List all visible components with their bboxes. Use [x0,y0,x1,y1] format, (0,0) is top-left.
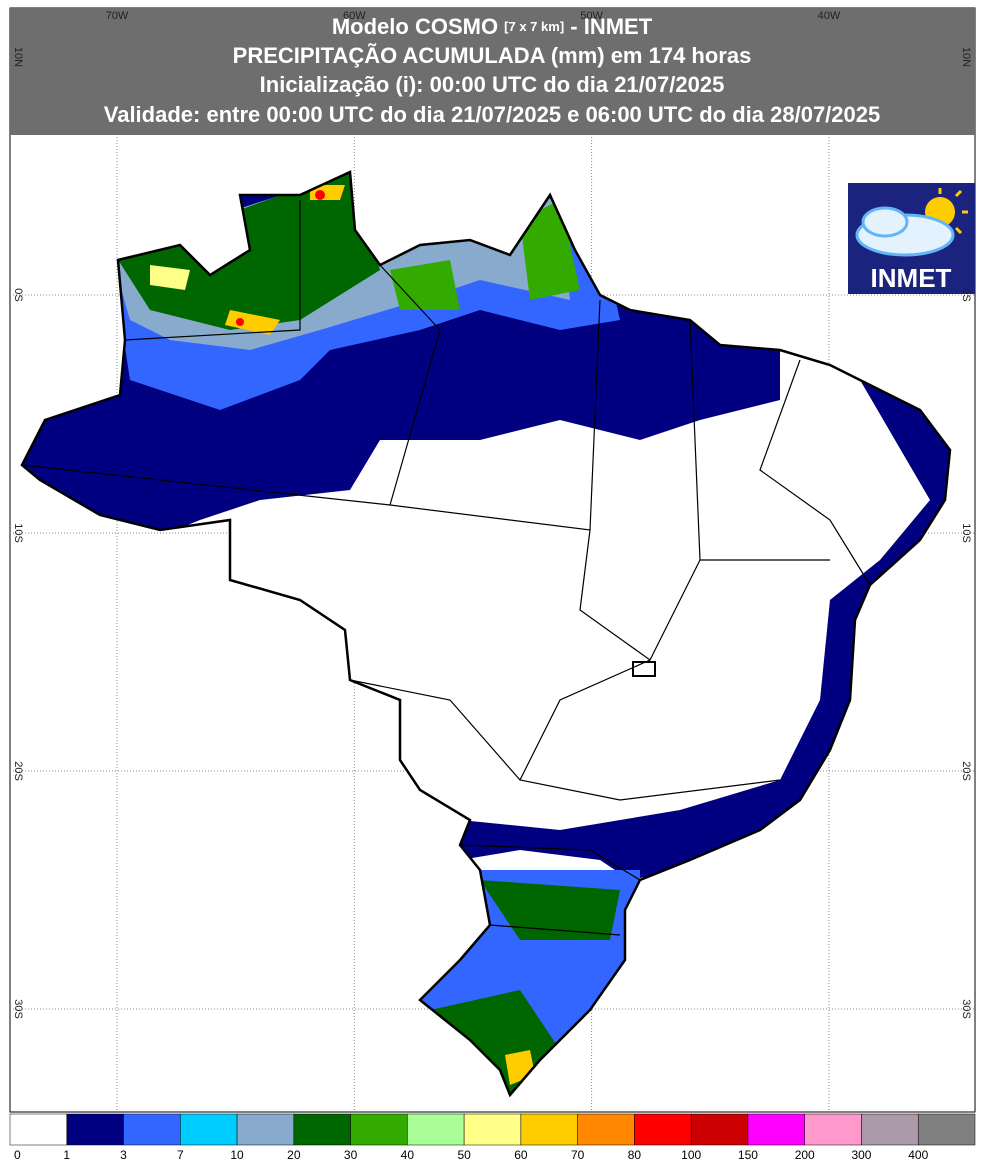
legend-swatch [66,1113,124,1146]
header-band [10,8,975,135]
title-text: - INMET [564,14,653,39]
legend-swatch [123,1113,181,1146]
legend-swatch [804,1113,862,1146]
initialization: Inicialização (i): 00:00 UTC do dia 21/0… [260,72,725,97]
latitude-label: 10N [960,47,972,67]
state-borders [21,200,871,936]
latitude-label: 30S [960,999,972,1019]
legend: 0 1 3 7 10 20 30 40 50 60 70 80 100 150 200 300 400 [9,1113,976,1162]
legend-label: 60 [514,1148,528,1162]
legend-swatch [407,1113,465,1146]
legend-label: 80 [628,1148,642,1162]
legend-label: 10 [230,1148,244,1162]
legend-label: 50 [457,1148,471,1162]
longitude-label: 60W [343,10,366,22]
legend-swatch [747,1113,805,1146]
legend-label: 70 [571,1148,585,1162]
latitude-label: 0S [960,288,972,301]
longitude-label: 40W [818,10,841,22]
title-resolution: [7 x 7 km] [504,19,564,34]
legend-swatch [520,1113,578,1146]
legend-label: 300 [851,1148,871,1162]
legend-label: 150 [738,1148,758,1162]
legend-swatch [690,1113,749,1146]
logo-text: INMET [871,263,952,293]
legend-label: 20 [287,1148,301,1162]
legend-label: 3 [120,1148,127,1162]
latitude-label: 30S [12,999,24,1019]
federal-district [632,661,656,677]
country-outline [20,170,952,1098]
legend-swatch [293,1113,351,1146]
latitude-label: 10S [12,523,24,543]
title-text: Modelo COSMO [332,14,504,39]
legend-label: 40 [401,1148,415,1162]
legend-swatch [9,1113,68,1146]
latitude-label: 10N [12,47,24,67]
legend-label: 400 [908,1148,928,1162]
legend-label: 30 [344,1148,358,1162]
legend-swatch [577,1113,635,1146]
legend-swatch [236,1113,295,1146]
subtitle: PRECIPITAÇÃO ACUMULADA (mm) em 174 horas [233,43,752,68]
longitude-label: 50W [580,10,603,22]
latitude-label: 20S [12,761,24,781]
legend-swatch [861,1113,919,1146]
validity: Validade: entre 00:00 UTC do dia 21/07/2… [104,102,880,127]
legend-label: 7 [177,1148,184,1162]
title: Modelo COSMO [7 x 7 km] - INMET [332,14,653,39]
legend-swatch [463,1113,522,1146]
inmet-logo: INMET [848,183,975,294]
latitude-label: 20S [960,761,972,781]
latitude-label: 10S [960,523,972,543]
legend-swatch [917,1113,976,1146]
legend-label: 0 [14,1148,21,1162]
legend-label: 1 [63,1148,70,1162]
latitude-label: 0S [12,288,24,301]
longitude-label: 70W [106,10,129,22]
legend-swatch [350,1113,408,1146]
legend-label: 100 [681,1148,701,1162]
legend-swatch [634,1113,692,1146]
legend-swatch [180,1113,238,1146]
legend-label: 200 [795,1148,815,1162]
